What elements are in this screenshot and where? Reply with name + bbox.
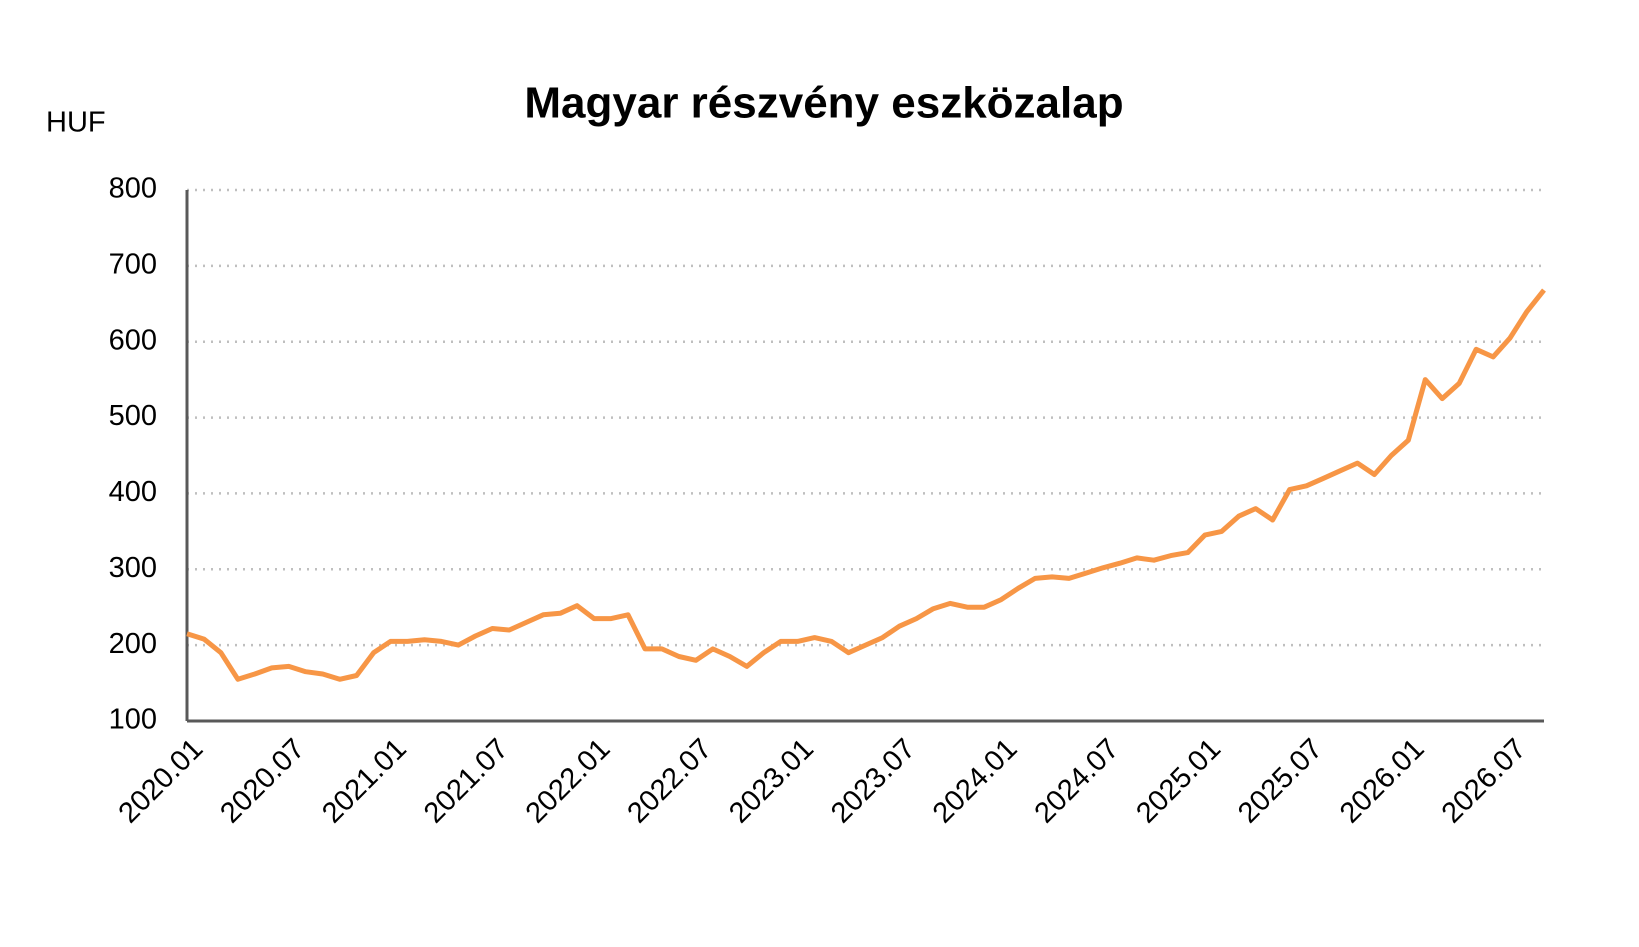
x-tick-label: 2022.01 xyxy=(520,733,617,830)
x-tick-label: 2020.07 xyxy=(214,733,311,830)
y-tick-label: 200 xyxy=(109,628,157,660)
y-axis-label: HUF xyxy=(46,107,106,139)
x-tick-label: 2025.07 xyxy=(1232,733,1329,830)
x-tick-label: 2026.07 xyxy=(1436,733,1533,830)
y-tick-label: 700 xyxy=(109,249,157,281)
data-line xyxy=(186,288,1546,682)
x-tick-label: 2023.07 xyxy=(825,733,922,830)
x-tick-label: 2026.01 xyxy=(1334,733,1431,830)
y-tick-label: 400 xyxy=(109,476,157,508)
y-tick-label: 500 xyxy=(109,400,157,432)
chart-title: Magyar részvény eszközalap xyxy=(524,79,1123,128)
y-tick-label: 800 xyxy=(109,173,157,205)
x-tick-label: 2024.07 xyxy=(1029,733,1126,830)
x-tick-label: 2023.01 xyxy=(723,733,820,830)
y-tick-label: 100 xyxy=(109,704,157,736)
x-tick-label: 2025.01 xyxy=(1130,733,1227,830)
y-tick-label: 300 xyxy=(109,552,157,584)
x-tick-label: 2020.01 xyxy=(113,733,210,830)
y-tick-label: 600 xyxy=(109,324,157,356)
x-tick-label: 2021.01 xyxy=(316,733,413,830)
x-tick-label: 2022.07 xyxy=(621,733,718,830)
x-tick-label: 2021.07 xyxy=(418,733,515,830)
x-tick-label: 2024.01 xyxy=(927,733,1024,830)
